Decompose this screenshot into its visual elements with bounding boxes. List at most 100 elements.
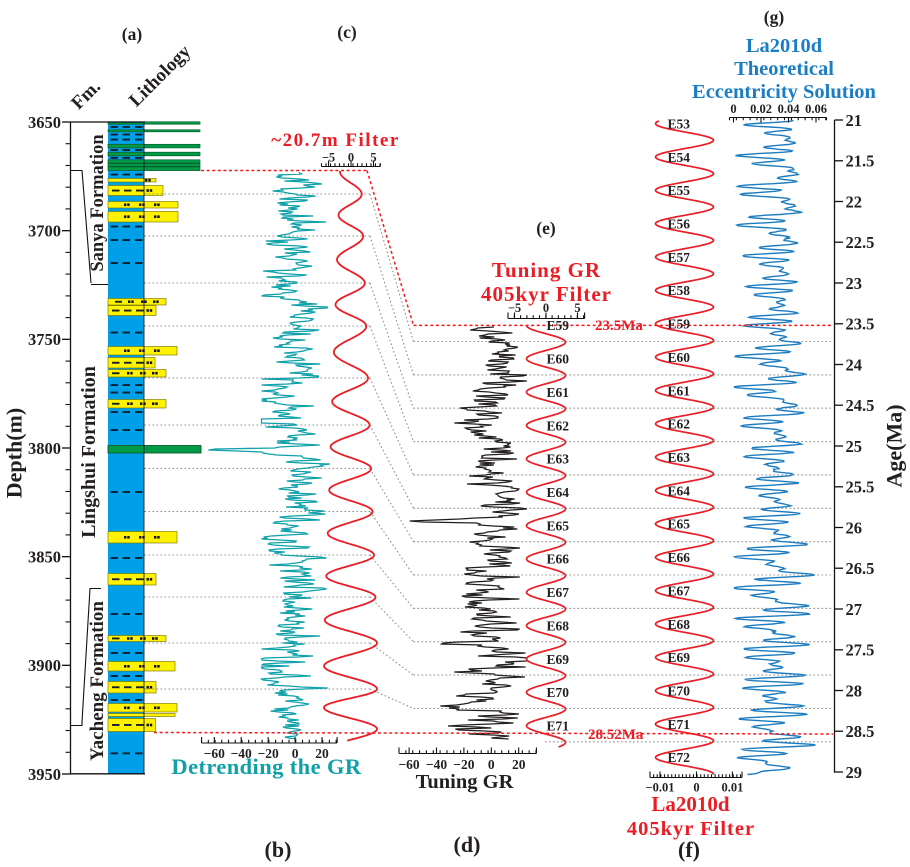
svg-text:21.5: 21.5	[846, 152, 875, 171]
svg-text:0: 0	[730, 102, 736, 116]
svg-text:20: 20	[512, 757, 526, 772]
svg-text:27: 27	[846, 600, 863, 619]
svg-text:E63: E63	[668, 450, 691, 465]
svg-text:E60: E60	[547, 352, 570, 367]
svg-text:E64: E64	[547, 485, 570, 500]
svg-text:Sanya Formation: Sanya Formation	[88, 134, 108, 272]
svg-text:(g): (g)	[764, 7, 785, 27]
svg-text:E60: E60	[668, 350, 691, 365]
svg-text:E59: E59	[668, 317, 691, 332]
svg-text:E63: E63	[547, 452, 570, 467]
svg-text:E61: E61	[547, 385, 570, 400]
svg-text:24.5: 24.5	[846, 396, 875, 415]
svg-text:−20: −20	[258, 746, 279, 761]
svg-text:−60: −60	[204, 746, 225, 761]
svg-text:Yacheng Formation: Yacheng Formation	[87, 601, 108, 761]
svg-text:3900: 3900	[28, 656, 61, 675]
svg-text:26.5: 26.5	[846, 559, 875, 578]
svg-text:(c): (c)	[337, 22, 357, 42]
svg-text:(a): (a)	[122, 24, 143, 44]
svg-text:E54: E54	[668, 150, 691, 165]
svg-text:28: 28	[846, 681, 863, 700]
svg-text:0: 0	[488, 757, 495, 772]
svg-text:Age(Ma): Age(Ma)	[882, 404, 907, 487]
svg-text:(d): (d)	[454, 832, 481, 857]
svg-text:−60: −60	[398, 757, 419, 772]
svg-text:405kyr Filter: 405kyr Filter	[481, 282, 612, 306]
svg-text:28.5: 28.5	[846, 722, 875, 741]
svg-text:E61: E61	[668, 383, 691, 398]
svg-text:La2010d: La2010d	[746, 35, 823, 57]
svg-text:5: 5	[370, 151, 376, 165]
svg-text:5: 5	[574, 301, 580, 315]
svg-text:E59: E59	[547, 318, 570, 333]
svg-text:405kyr Filter: 405kyr Filter	[627, 818, 755, 840]
svg-text:Tuning GR: Tuning GR	[492, 258, 601, 282]
svg-text:E65: E65	[547, 518, 570, 533]
svg-text:E72: E72	[668, 750, 691, 765]
svg-text:3650: 3650	[28, 113, 61, 132]
svg-text:E57: E57	[668, 250, 691, 265]
svg-text:0.04: 0.04	[778, 102, 801, 116]
svg-text:E58: E58	[668, 283, 691, 298]
svg-text:Depth(m): Depth(m)	[2, 408, 27, 498]
svg-text:22: 22	[846, 192, 863, 211]
svg-text:23: 23	[846, 274, 863, 293]
svg-text:−0.01: −0.01	[646, 781, 675, 795]
svg-text:−40: −40	[231, 746, 252, 761]
svg-text:Lingshui Formation: Lingshui Formation	[78, 366, 100, 538]
svg-text:26: 26	[846, 518, 863, 537]
svg-text:E55: E55	[668, 183, 691, 198]
svg-text:20: 20	[315, 746, 329, 761]
svg-text:E71: E71	[547, 719, 570, 734]
svg-text:E68: E68	[668, 617, 691, 632]
svg-text:E56: E56	[668, 217, 691, 232]
svg-text:3850: 3850	[28, 548, 61, 567]
svg-text:E69: E69	[547, 652, 570, 667]
svg-text:3700: 3700	[28, 222, 61, 241]
svg-text:Theoretical: Theoretical	[734, 58, 834, 80]
svg-text:25: 25	[846, 437, 863, 456]
svg-text:0.06: 0.06	[805, 102, 827, 116]
svg-text:La2010d: La2010d	[651, 792, 730, 816]
svg-text:28.52Ma: 28.52Ma	[588, 727, 644, 743]
svg-text:3800: 3800	[28, 439, 61, 458]
svg-text:E66: E66	[668, 550, 691, 565]
svg-text:Tuning GR: Tuning GR	[416, 771, 514, 793]
svg-text:E64: E64	[668, 483, 691, 498]
svg-text:22.5: 22.5	[846, 233, 875, 252]
svg-text:23.5: 23.5	[846, 315, 875, 334]
svg-text:0: 0	[693, 781, 699, 795]
svg-text:0.02: 0.02	[750, 102, 772, 116]
svg-text:E66: E66	[547, 552, 570, 567]
svg-text:Detrending the GR: Detrending the GR	[171, 754, 361, 779]
svg-text:E69: E69	[668, 650, 691, 665]
svg-text:Eccentricity Solution: Eccentricity Solution	[692, 81, 877, 103]
svg-text:29: 29	[846, 763, 863, 782]
svg-text:25.5: 25.5	[846, 478, 875, 497]
svg-text:E62: E62	[668, 417, 691, 432]
svg-text:E62: E62	[547, 418, 570, 433]
svg-text:−20: −20	[453, 757, 474, 772]
svg-text:3950: 3950	[28, 765, 61, 784]
svg-text:E53: E53	[668, 116, 691, 131]
svg-text:−5: −5	[322, 151, 335, 165]
svg-text:(b): (b)	[265, 837, 292, 862]
svg-text:23.5Ma: 23.5Ma	[595, 318, 643, 334]
svg-text:~20.7m Filter: ~20.7m Filter	[271, 130, 400, 151]
svg-text:E67: E67	[547, 585, 570, 600]
svg-text:27.5: 27.5	[846, 641, 875, 660]
svg-text:−40: −40	[426, 757, 447, 772]
svg-text:0: 0	[348, 151, 354, 165]
svg-text:(f): (f)	[678, 837, 700, 862]
svg-text:0: 0	[543, 301, 549, 315]
svg-text:3750: 3750	[28, 330, 61, 349]
svg-text:E70: E70	[668, 684, 691, 699]
svg-text:0: 0	[292, 746, 299, 761]
svg-text:(e): (e)	[536, 218, 556, 238]
svg-text:0.01: 0.01	[721, 781, 743, 795]
svg-text:24: 24	[846, 355, 863, 374]
svg-text:E70: E70	[547, 685, 570, 700]
svg-text:21: 21	[846, 111, 863, 130]
svg-text:−5: −5	[508, 301, 521, 315]
